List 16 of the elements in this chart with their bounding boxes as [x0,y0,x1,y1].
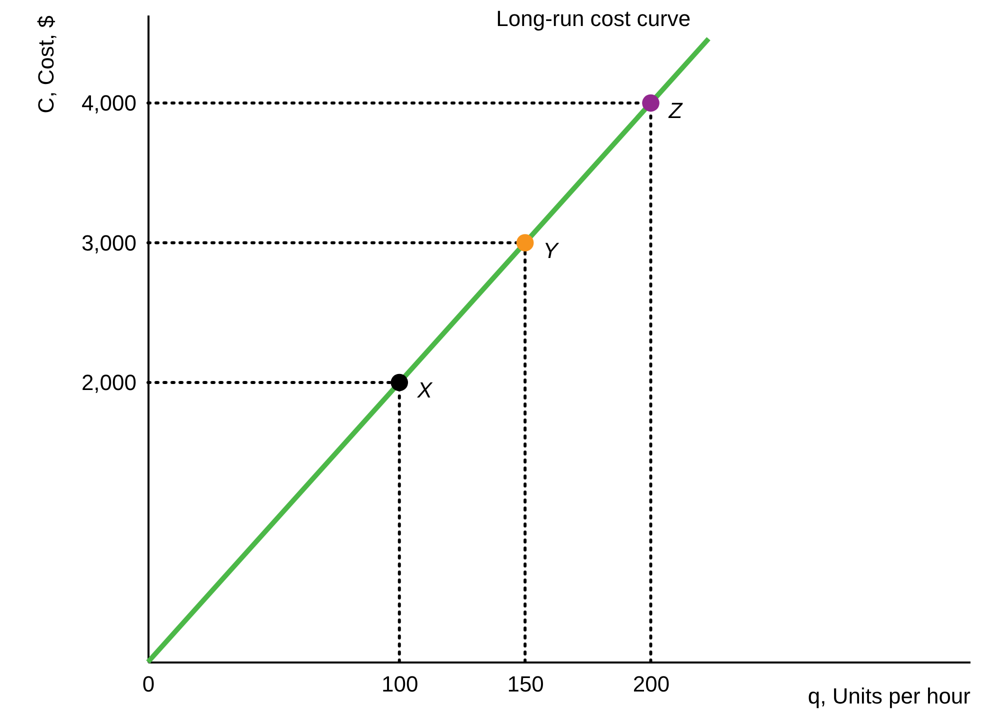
y-tick-label: 4,000 [81,90,136,116]
x-tick-label: 0 [142,672,155,696]
series-label: X [416,378,434,403]
point [390,374,408,392]
x-tick-label: 100 [382,672,418,696]
x-tick-label: 200 [632,672,670,696]
series-label: Long-run cost curve [496,6,691,31]
series-label: Z [668,98,684,124]
point [516,234,534,252]
x-axis-title: q, Units per hour [808,684,970,708]
point [642,94,660,112]
series-label: Y [543,238,560,263]
y-tick-label: 2,000 [81,370,136,396]
x-tick-label: 150 [507,672,544,696]
y-tick-label: 3,000 [81,230,136,256]
y-axis-title: C, Cost, $ [34,16,58,114]
